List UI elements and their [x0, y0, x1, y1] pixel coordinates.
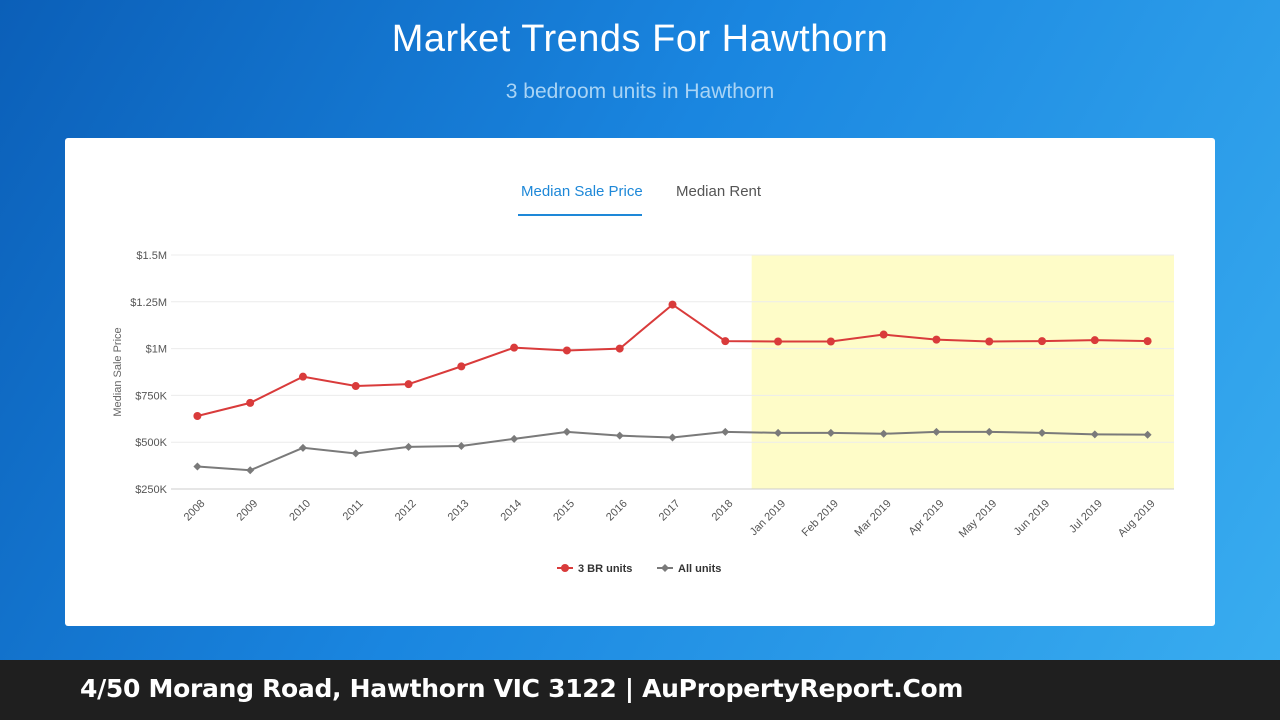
legend-marker — [561, 564, 569, 572]
data-point — [193, 462, 202, 471]
data-point — [721, 427, 730, 436]
data-point — [562, 427, 571, 436]
footer-bar: 4/50 Morang Road, Hawthorn VIC 3122 | Au… — [0, 660, 1280, 720]
data-point — [351, 449, 360, 458]
data-point — [1090, 336, 1099, 345]
x-tick-label: Mar 2019 — [852, 498, 893, 539]
x-tick-label: 2016 — [604, 498, 630, 524]
data-point — [246, 398, 255, 407]
x-tick-label: 2012 — [393, 498, 419, 524]
x-tick-label: Jan 2019 — [748, 498, 788, 538]
x-tick-label: Jun 2019 — [1012, 498, 1052, 538]
data-point — [298, 372, 307, 381]
data-point — [510, 343, 519, 352]
data-point — [457, 441, 466, 450]
forecast-highlight-band — [751, 255, 1174, 489]
y-tick-label: $1.5M — [136, 250, 167, 262]
page-title: Market Trends For Hawthorn — [391, 18, 889, 60]
data-point — [193, 411, 202, 420]
data-point — [985, 427, 994, 436]
tab-median-sale-price[interactable]: Median Sale Price — [521, 183, 643, 200]
x-tick-label: Feb 2019 — [800, 498, 841, 539]
data-point — [404, 442, 413, 451]
x-tick-label: Jul 2019 — [1067, 498, 1105, 536]
data-point — [774, 337, 783, 346]
data-point — [562, 346, 571, 355]
y-axis-label: Median Sale Price — [112, 327, 124, 416]
data-point — [932, 427, 941, 436]
x-tick-label: 2011 — [341, 498, 366, 523]
legend-label: 3 BR units — [578, 563, 632, 575]
x-tick-label: May 2019 — [957, 498, 1000, 541]
x-tick-label: 2017 — [657, 498, 683, 524]
data-point — [404, 380, 413, 389]
footer-address: 4/50 Morang Road, Hawthorn VIC 3122 | Au… — [80, 674, 964, 703]
data-point — [1090, 430, 1099, 439]
y-tick-label: $1.25M — [130, 297, 167, 309]
data-point — [351, 382, 360, 391]
x-tick-label: 2018 — [710, 498, 736, 524]
x-tick-label: 2010 — [287, 498, 313, 524]
data-point — [1038, 428, 1047, 437]
y-tick-label: $250K — [135, 484, 167, 496]
data-point — [826, 337, 835, 346]
line-chart: $250K $500K $750K $1M $1.25M $1.5M Median Sale… — [112, 250, 1174, 575]
chart-card: Median Sale Price Median Rent $250K $500K… — [65, 138, 1215, 626]
x-tick-label: 2015 — [551, 498, 577, 524]
data-point — [615, 344, 624, 353]
x-tick-label: 2009 — [235, 498, 261, 524]
data-point — [457, 362, 466, 371]
data-point — [1038, 337, 1047, 346]
data-point — [879, 330, 888, 339]
data-point — [826, 428, 835, 437]
y-tick-label: $750K — [135, 390, 167, 402]
data-point — [668, 300, 677, 309]
y-tick-label: $1M — [146, 344, 167, 356]
data-point — [246, 466, 255, 475]
data-point — [298, 443, 307, 452]
x-tick-label: 2013 — [446, 498, 472, 524]
page-subtitle: 3 bedroom units in Hawthorn — [505, 80, 775, 103]
data-point — [721, 337, 730, 346]
data-point — [774, 428, 783, 437]
legend-label: All units — [678, 563, 721, 575]
data-point — [932, 335, 941, 344]
data-point — [510, 434, 519, 443]
y-tick-label: $500K — [135, 437, 167, 449]
x-tick-label: 2014 — [498, 498, 524, 524]
data-point — [1143, 337, 1152, 346]
legend-marker — [661, 564, 669, 572]
data-point — [1143, 430, 1152, 439]
active-tab-indicator — [518, 214, 642, 216]
tab-median-rent[interactable]: Median Rent — [676, 183, 762, 200]
data-point — [985, 337, 994, 346]
x-tick-label: Apr 2019 — [907, 498, 947, 538]
data-point — [615, 431, 624, 440]
x-tick-label: 2008 — [182, 498, 208, 524]
data-point — [879, 429, 888, 438]
x-tick-label: Aug 2019 — [1116, 498, 1158, 540]
data-point — [668, 433, 677, 442]
